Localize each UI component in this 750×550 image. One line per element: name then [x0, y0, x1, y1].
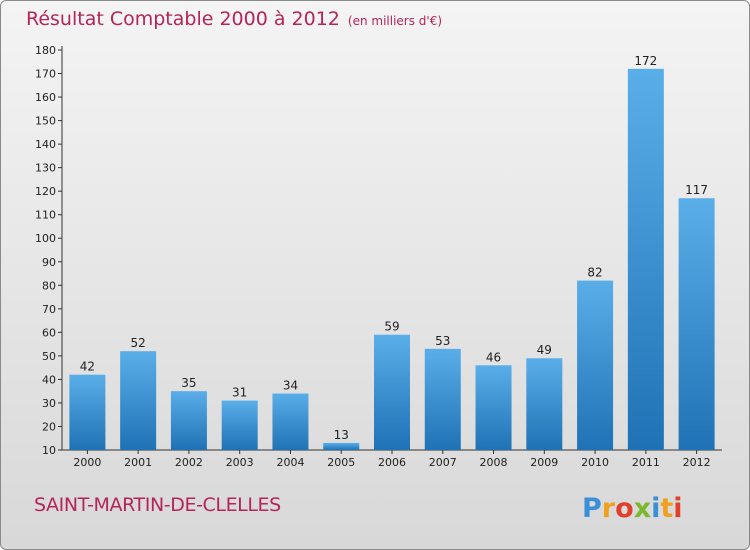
bar-value-label: 34 — [283, 379, 298, 393]
bar — [374, 334, 410, 450]
y-tick-label: 30 — [42, 397, 56, 410]
bar-value-label: 13 — [334, 428, 349, 442]
bar-value-label: 49 — [537, 343, 552, 357]
y-tick-label: 110 — [35, 209, 56, 222]
y-tick-label: 100 — [35, 232, 56, 245]
x-tick-label: 2005 — [327, 456, 355, 469]
bar-value-label: 46 — [486, 350, 501, 364]
bar — [120, 351, 157, 450]
y-tick-label: 140 — [35, 138, 56, 151]
x-tick-label: 2009 — [530, 456, 558, 469]
y-tick-label: 150 — [35, 115, 56, 128]
x-tick-label: 2006 — [378, 456, 406, 469]
proxiti-logo: Proxiti — [582, 493, 683, 524]
bar — [678, 198, 715, 450]
commune-name: SAINT-MARTIN-DE-CLELLES — [34, 494, 281, 516]
x-tick-label: 2003 — [226, 456, 254, 469]
x-tick-label: 2004 — [276, 456, 304, 469]
chart-unit: (en milliers d'€) — [347, 14, 443, 28]
bar — [323, 442, 360, 450]
bar — [577, 280, 614, 450]
bar-value-label: 35 — [181, 376, 196, 390]
bar-value-label: 53 — [435, 334, 450, 348]
bar — [627, 68, 664, 450]
chart-title-text: Résultat Comptable 2000 à 2012 — [26, 8, 340, 30]
bar — [170, 391, 207, 450]
y-tick-label: 90 — [42, 256, 56, 269]
bar-value-label: 117 — [685, 183, 708, 197]
y-tick-label: 170 — [35, 68, 56, 81]
x-tick-label: 2002 — [175, 456, 203, 469]
y-tick-label: 20 — [42, 420, 56, 433]
y-tick-label: 10 — [42, 444, 56, 457]
bar — [475, 365, 512, 450]
bar-value-label: 42 — [80, 360, 95, 374]
chart-title: Résultat Comptable 2000 à 2012 (en millie… — [26, 8, 442, 30]
y-tick-label: 40 — [42, 373, 56, 386]
bar-value-label: 172 — [634, 54, 657, 68]
y-tick-label: 50 — [42, 350, 56, 363]
y-tick-label: 60 — [42, 326, 56, 339]
bar-value-label: 52 — [131, 336, 146, 350]
y-tick-label: 180 — [35, 44, 56, 57]
y-tick-label: 160 — [35, 91, 56, 104]
bar — [526, 358, 563, 450]
x-tick-label: 2010 — [581, 456, 609, 469]
y-tick-label: 130 — [35, 162, 56, 175]
y-tick-label: 70 — [42, 303, 56, 316]
y-tick-label: 120 — [35, 185, 56, 198]
x-tick-label: 2000 — [73, 456, 101, 469]
bar — [221, 400, 258, 450]
bar — [272, 393, 309, 450]
x-tick-label: 2012 — [683, 456, 711, 469]
x-tick-label: 2001 — [124, 456, 152, 469]
x-tick-label: 2011 — [632, 456, 660, 469]
y-tick-label: 80 — [42, 279, 56, 292]
bar-value-label: 31 — [232, 386, 247, 400]
bar-value-label: 59 — [384, 320, 399, 334]
x-tick-label: 2008 — [480, 456, 508, 469]
bar — [69, 374, 106, 450]
svg-text:Proxiti: Proxiti — [582, 493, 683, 524]
bar — [424, 348, 461, 450]
x-tick-label: 2007 — [429, 456, 457, 469]
bar-value-label: 82 — [587, 266, 602, 280]
